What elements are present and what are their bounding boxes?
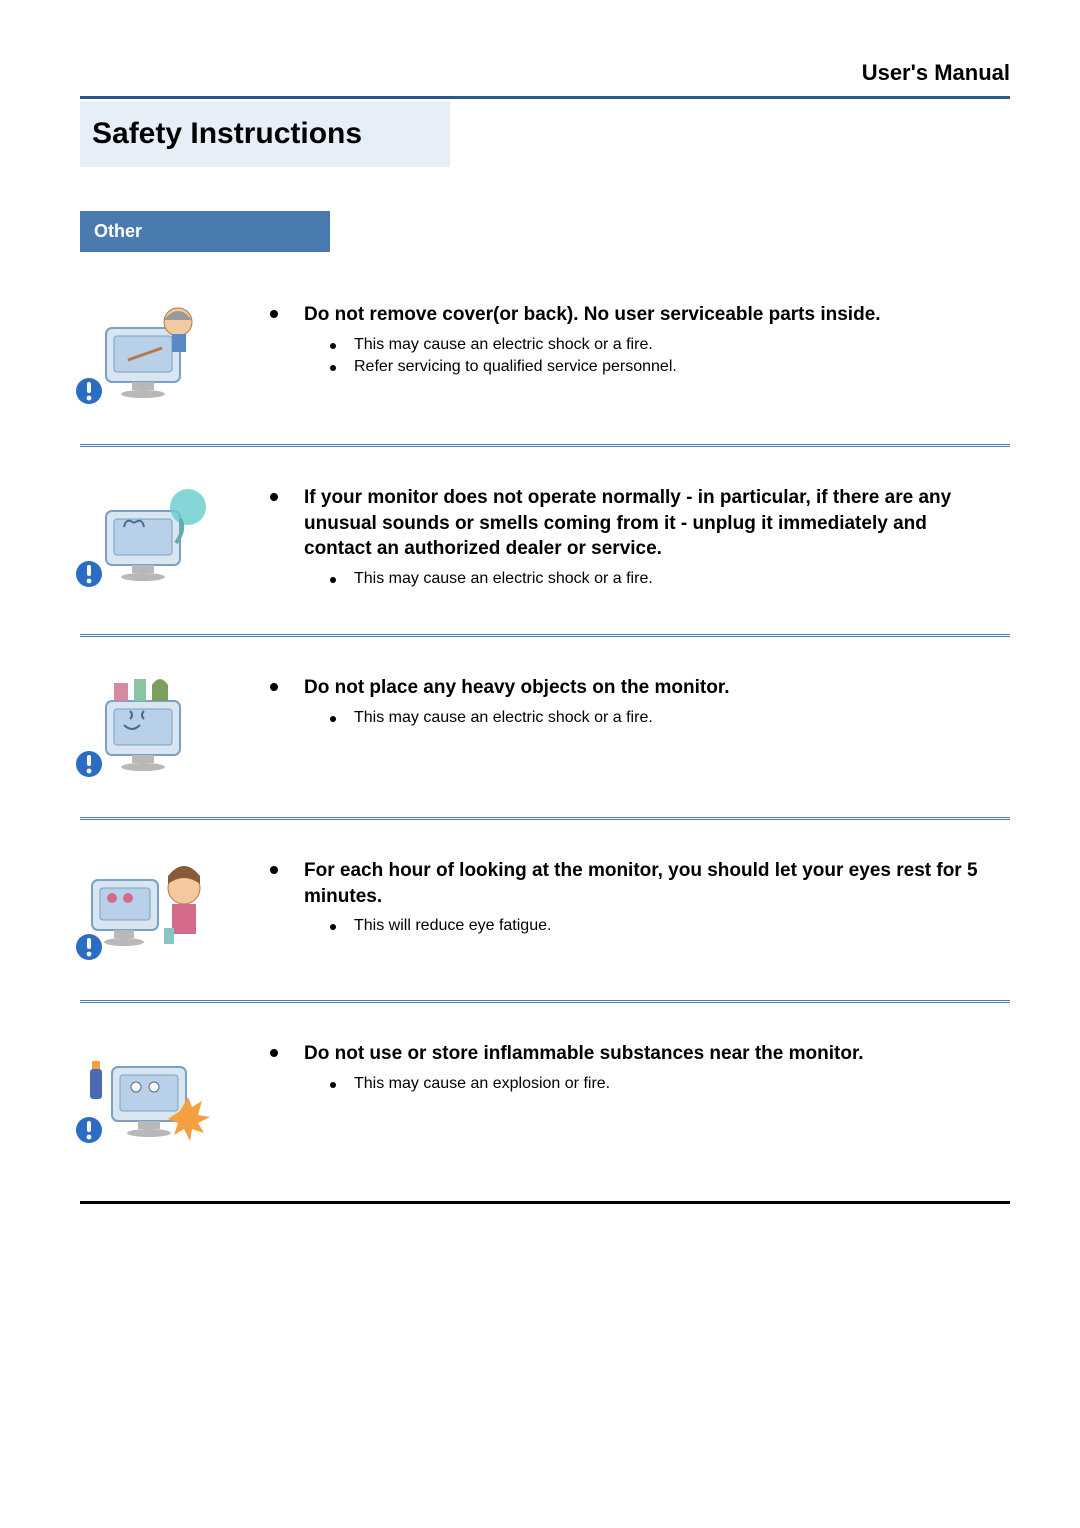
text-column: Do not use or store inflammable substanc…: [270, 1041, 1010, 1097]
sub-text: This may cause an electric shock or a fi…: [354, 570, 653, 588]
sub-list: This may cause an electric shock or a fi…: [270, 336, 990, 376]
top-rule: [80, 96, 1010, 99]
page-title: User's Manual: [80, 60, 1010, 96]
sub-list: This may cause an electric shock or a fi…: [270, 709, 990, 727]
caution-icon: [74, 559, 104, 589]
safety-item: Do not use or store inflammable substanc…: [80, 1031, 1010, 1167]
sub-bullet: This will reduce eye fatigue.: [330, 917, 990, 935]
sub-text: This will reduce eye fatigue.: [354, 917, 551, 935]
item-divider: [80, 444, 1010, 447]
main-bullet: Do not place any heavy objects on the mo…: [270, 675, 990, 701]
bullet-dot: [270, 493, 278, 501]
bullet-dot: [270, 1049, 278, 1057]
text-column: For each hour of looking at the monitor,…: [270, 858, 1010, 939]
monitor-flammable-icon: [84, 1041, 214, 1141]
item-divider: [80, 634, 1010, 637]
icon-column: [80, 675, 250, 775]
bullet-dot: [270, 866, 278, 874]
safety-item: For each hour of looking at the monitor,…: [80, 848, 1010, 984]
sub-dot: [330, 365, 336, 371]
caution-icon: [74, 749, 104, 779]
icon-column: [80, 858, 250, 958]
text-column: Do not remove cover(or back). No user se…: [270, 302, 1010, 380]
monitor-malfunction-icon: [84, 485, 214, 585]
bullet-dot: [270, 310, 278, 318]
main-text: If your monitor does not operate normall…: [304, 485, 990, 562]
icon-column: [80, 302, 250, 402]
main-text: Do not use or store inflammable substanc…: [304, 1041, 864, 1067]
sub-bullet: This may cause an explosion or fire.: [330, 1075, 990, 1093]
sub-text: Refer servicing to qualified service per…: [354, 358, 677, 376]
sub-bullet: Refer servicing to qualified service per…: [330, 358, 990, 376]
section-bar-spacer: [450, 101, 1010, 167]
items-container: Do not remove cover(or back). No user se…: [80, 292, 1010, 1167]
icon-column: [80, 485, 250, 585]
bullet-dot: [270, 683, 278, 691]
text-column: Do not place any heavy objects on the mo…: [270, 675, 1010, 731]
sub-list: This may cause an electric shock or a fi…: [270, 570, 990, 588]
sub-bullet: This may cause an electric shock or a fi…: [330, 709, 990, 727]
sub-list: This may cause an explosion or fire.: [270, 1075, 990, 1093]
sub-dot: [330, 343, 336, 349]
monitor-eye-rest-icon: [84, 858, 214, 958]
sub-text: This may cause an electric shock or a fi…: [354, 336, 653, 354]
category-label: Other: [80, 211, 330, 252]
main-bullet: For each hour of looking at the monitor,…: [270, 858, 990, 909]
main-text: Do not place any heavy objects on the mo…: [304, 675, 729, 701]
monitor-back-removal-icon: [84, 302, 214, 402]
sub-dot: [330, 577, 336, 583]
main-text: Do not remove cover(or back). No user se…: [304, 302, 881, 328]
caution-icon: [74, 932, 104, 962]
sub-bullet: This may cause an electric shock or a fi…: [330, 570, 990, 588]
sub-list: This will reduce eye fatigue.: [270, 917, 990, 935]
safety-item: Do not place any heavy objects on the mo…: [80, 665, 1010, 801]
caution-icon: [74, 1115, 104, 1145]
sub-bullet: This may cause an electric shock or a fi…: [330, 336, 990, 354]
main-bullet: If your monitor does not operate normall…: [270, 485, 990, 562]
safety-item: Do not remove cover(or back). No user se…: [80, 292, 1010, 428]
sub-text: This may cause an explosion or fire.: [354, 1075, 610, 1093]
main-bullet: Do not remove cover(or back). No user se…: [270, 302, 990, 328]
bottom-rule: [80, 1201, 1010, 1204]
sub-text: This may cause an electric shock or a fi…: [354, 709, 653, 727]
sub-dot: [330, 924, 336, 930]
section-title: Safety Instructions: [80, 101, 450, 167]
main-bullet: Do not use or store inflammable substanc…: [270, 1041, 990, 1067]
icon-column: [80, 1041, 250, 1141]
main-text: For each hour of looking at the monitor,…: [304, 858, 990, 909]
safety-item: If your monitor does not operate normall…: [80, 475, 1010, 618]
section-bar: Safety Instructions: [80, 101, 1010, 167]
caution-icon: [74, 376, 104, 406]
text-column: If your monitor does not operate normall…: [270, 485, 1010, 592]
sub-dot: [330, 716, 336, 722]
page: User's Manual Safety Instructions Other: [0, 0, 1080, 1264]
item-divider: [80, 817, 1010, 820]
item-divider: [80, 1000, 1010, 1003]
monitor-heavy-object-icon: [84, 675, 214, 775]
sub-dot: [330, 1082, 336, 1088]
